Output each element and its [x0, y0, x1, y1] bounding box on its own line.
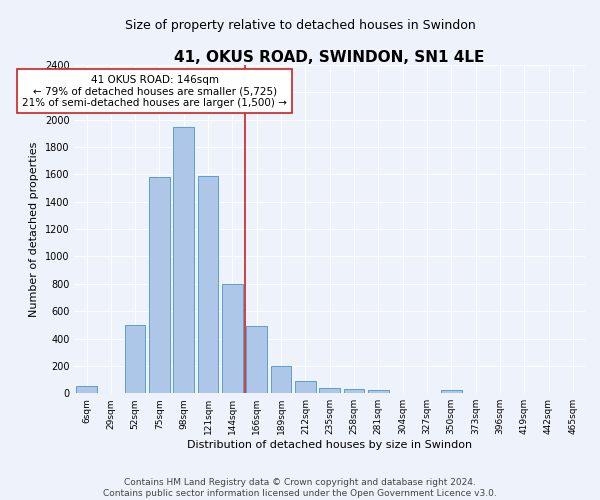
- Bar: [368, 390, 389, 393]
- Bar: [441, 390, 461, 393]
- Bar: [222, 284, 243, 393]
- Bar: [344, 389, 364, 393]
- Bar: [295, 381, 316, 393]
- Text: 41 OKUS ROAD: 146sqm
← 79% of detached houses are smaller (5,725)
21% of semi-de: 41 OKUS ROAD: 146sqm ← 79% of detached h…: [22, 74, 287, 108]
- Bar: [125, 325, 145, 393]
- Bar: [319, 388, 340, 393]
- Bar: [271, 366, 292, 393]
- Bar: [173, 126, 194, 393]
- Text: Contains HM Land Registry data © Crown copyright and database right 2024.
Contai: Contains HM Land Registry data © Crown c…: [103, 478, 497, 498]
- Bar: [198, 176, 218, 393]
- Y-axis label: Number of detached properties: Number of detached properties: [29, 142, 39, 317]
- Bar: [76, 386, 97, 393]
- Title: 41, OKUS ROAD, SWINDON, SN1 4LE: 41, OKUS ROAD, SWINDON, SN1 4LE: [175, 50, 485, 65]
- X-axis label: Distribution of detached houses by size in Swindon: Distribution of detached houses by size …: [187, 440, 472, 450]
- Bar: [247, 326, 267, 393]
- Bar: [149, 177, 170, 393]
- Text: Size of property relative to detached houses in Swindon: Size of property relative to detached ho…: [125, 20, 475, 32]
